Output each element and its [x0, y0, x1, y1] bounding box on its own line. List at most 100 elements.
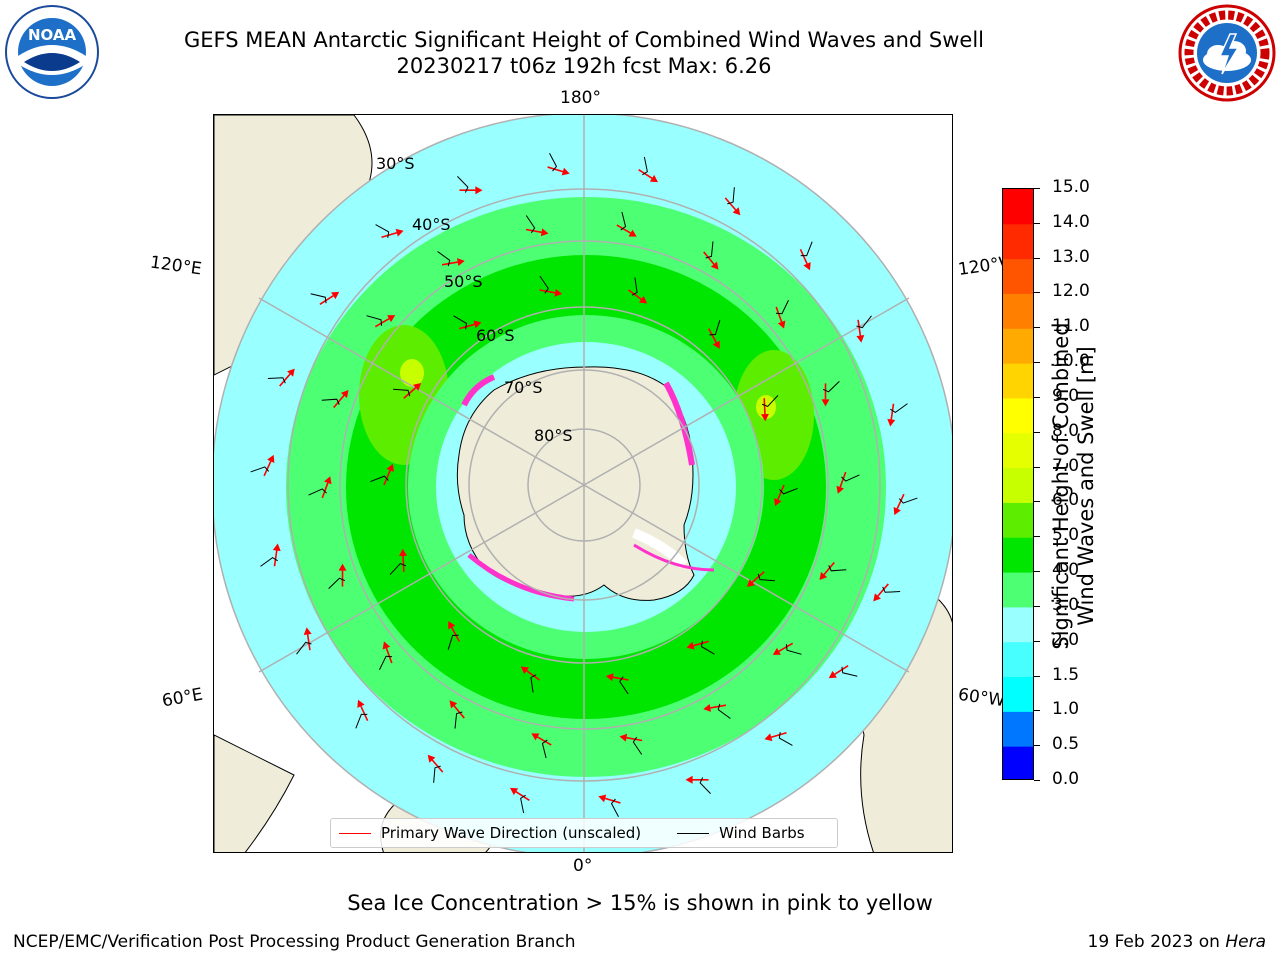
colorbar-tick-mark — [1034, 710, 1040, 712]
wave-arrow — [890, 403, 895, 420]
colorbar-tick-label: 15.0 — [1052, 177, 1090, 197]
colorbar-segment — [1003, 711, 1033, 747]
wind-barb — [717, 703, 731, 719]
wind-barb — [525, 215, 536, 234]
wave-arrow-head — [836, 485, 844, 494]
colorbar-segment — [1003, 467, 1033, 503]
sea-ice-note: Sea Ice Concentration > 15% is shown in … — [347, 891, 933, 915]
colorbar-tick-label: 2.0 — [1052, 629, 1080, 650]
wave-arrow — [724, 197, 737, 211]
wave-arrow-head — [764, 733, 773, 742]
wave-arrow-head — [387, 315, 396, 323]
wave-arrow-head — [628, 229, 637, 237]
wind-barb — [520, 794, 526, 814]
wave-arrow-head — [399, 548, 408, 557]
wave-arrow — [539, 289, 556, 294]
wind-barb — [841, 666, 858, 677]
wave-arrow-head — [561, 167, 570, 176]
noaa-logo: NOAA — [4, 4, 100, 100]
wave-arrow-head — [803, 262, 811, 271]
wave-arrow — [319, 294, 334, 305]
wave-arrow-head — [340, 389, 349, 399]
wave-arrow — [896, 493, 905, 510]
colorbar-segment — [1003, 293, 1033, 329]
lat-label-30s: 30°S — [376, 154, 415, 173]
wave-arrow — [628, 289, 642, 301]
wind-barb — [433, 765, 441, 783]
legend-item-wave-direction: Primary Wave Direction (unscaled) — [339, 824, 641, 842]
wave-arrow-head — [287, 368, 295, 377]
colorbar-tick-mark — [1034, 292, 1040, 294]
colorbar-tick-mark — [1034, 640, 1040, 642]
wave-arrow-head — [732, 207, 741, 216]
lat-label-80s: 80°S — [534, 426, 573, 445]
wind-barb — [632, 736, 643, 755]
wave-arrow — [526, 669, 540, 681]
wave-arrow-head — [598, 794, 607, 803]
colorbar-tick-mark — [1034, 466, 1040, 468]
wave-arrow-head — [413, 383, 422, 391]
wave-arrow — [360, 705, 369, 722]
wind-barb — [631, 277, 638, 296]
wave-arrow-head — [303, 627, 312, 636]
colorbar-segment — [1003, 189, 1033, 225]
wind-barb — [541, 739, 548, 759]
wave-arrow-head — [893, 506, 901, 516]
wave-arrow-head — [449, 700, 458, 709]
wave-arrow — [839, 471, 847, 488]
wave-arrow-head — [510, 787, 519, 796]
colorbar-tick-label: 1.5 — [1052, 664, 1080, 685]
wind-barb — [370, 475, 389, 483]
wave-arrow — [321, 482, 329, 499]
wave-arrow — [834, 665, 849, 676]
wind-barb — [250, 466, 270, 473]
colorbar-tick-label: 11.0 — [1052, 316, 1090, 337]
wave-arrow — [823, 561, 835, 576]
wind-barb — [328, 577, 346, 590]
wave-arrow — [604, 797, 621, 804]
colorbar-tick-mark — [1034, 257, 1040, 259]
wave-arrow-head — [324, 476, 332, 485]
wind-barb — [379, 655, 393, 670]
wave-arrow-head — [272, 543, 281, 552]
colorbar-tick-mark — [1034, 327, 1040, 329]
wave-arrow-head — [856, 334, 865, 343]
colorbar-tick-label: 14.0 — [1052, 211, 1090, 232]
legend-swatch-black — [677, 832, 710, 834]
wind-barb — [800, 241, 813, 257]
colorbar-segment — [1003, 537, 1033, 573]
colorbar-tick-label: 8.0 — [1052, 420, 1080, 441]
wind-barb — [841, 474, 860, 482]
colorbar-segment — [1003, 572, 1033, 608]
colorbar-segment — [1003, 502, 1033, 538]
wave-arrow — [459, 323, 475, 330]
wave-arrow — [763, 398, 766, 415]
wave-arrow — [612, 676, 629, 681]
wind-barb — [620, 211, 627, 231]
wave-arrow — [751, 571, 765, 583]
map-panel: 30°S 40°S 50°S 60°S 70°S 80°S — [213, 114, 953, 853]
wave-arrow — [515, 790, 530, 801]
wind-barb — [890, 403, 908, 414]
colorbar-segment — [1003, 641, 1033, 678]
wave-arrow-head — [448, 621, 456, 630]
wave-arrow — [638, 169, 653, 180]
lon-label-60e: 60°E — [160, 684, 205, 712]
wave-arrow-head — [338, 563, 347, 571]
colorbar-title-line2: Wind Waves and Swell [m] — [1074, 346, 1098, 626]
wave-arrow — [431, 759, 444, 773]
wave-arrow-head — [531, 733, 540, 741]
wave-arrow-head — [774, 498, 782, 507]
colorbar-tick-mark — [1034, 188, 1040, 189]
wave-arrow-head — [456, 258, 465, 267]
wave-arrow — [777, 484, 785, 501]
footer-date-text: 19 Feb 2023 on — [1087, 932, 1226, 952]
wave-arrow-head — [540, 228, 549, 237]
wave-arrow — [402, 555, 405, 572]
colorbar-segment — [1003, 606, 1033, 643]
wave-arrow — [710, 704, 727, 709]
wave-arrow — [374, 317, 390, 328]
wave-arrow-head — [873, 593, 881, 602]
wave-arrow-head — [686, 641, 695, 650]
wave-arrow — [799, 248, 808, 265]
